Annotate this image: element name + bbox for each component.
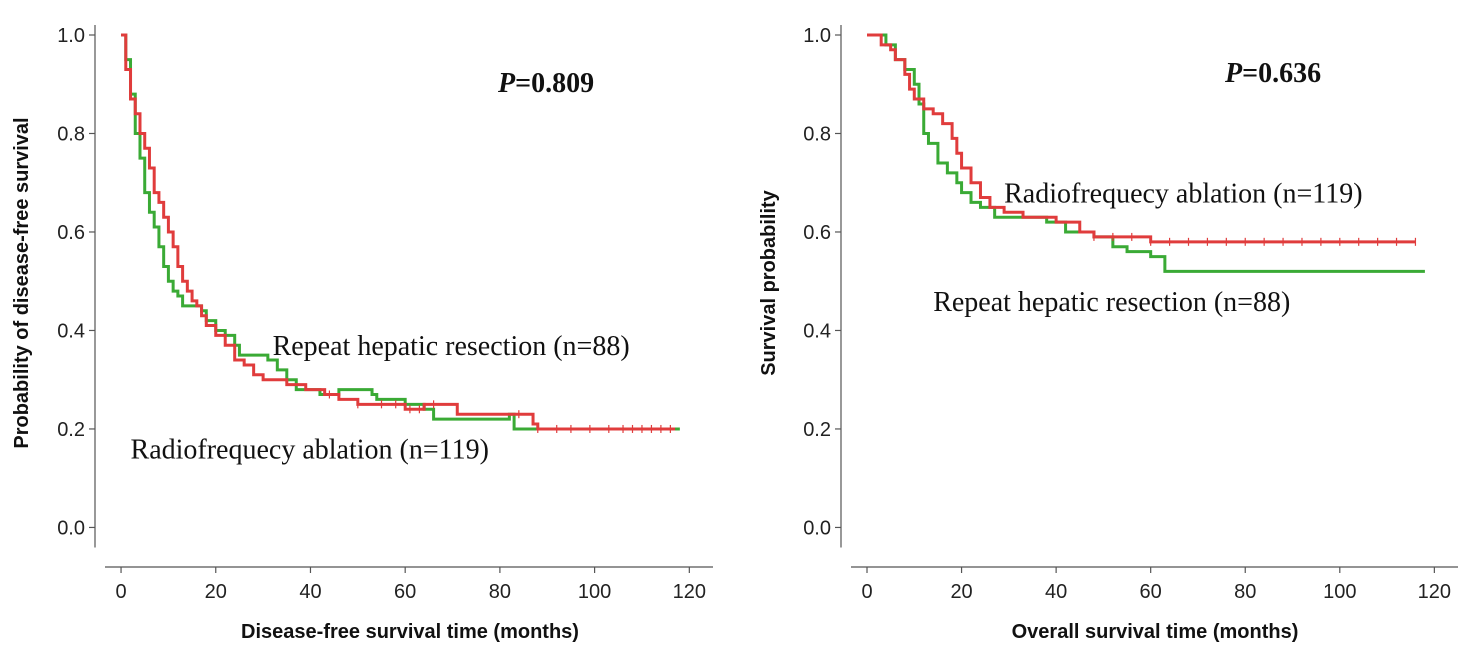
os-y-tick-label: 0.2 — [803, 419, 831, 441]
os-y-axis-title: Survival probability — [758, 189, 780, 375]
os-series-line-red — [867, 33, 1416, 244]
os-chart-panel: 0.0 0.2 0.4 0.6 0.8 1.0 0 20 40 60 80 100 120 P=0.6… — [758, 25, 1458, 643]
os-x-axis: 0 20 40 60 80 100 120 — [851, 566, 1458, 603]
os-p-value: P=0.636 — [1224, 58, 1321, 89]
dfs-x-axis-title: Disease-free survival time (months) — [241, 621, 579, 643]
dfs-y-axis-title: Probability of disease-free survival — [11, 117, 33, 448]
dfs-y-tick-label: 1.0 — [57, 25, 85, 47]
os-x-tick-label: 80 — [1234, 581, 1256, 603]
os-annotation-resection: Repeat hepatic resection (n=88) — [933, 287, 1290, 318]
os-y-axis: 0.0 0.2 0.4 0.6 0.8 1.0 — [803, 25, 842, 548]
os-annotation-rfa: Radiofrequecy ablation (n=119) — [1004, 178, 1362, 209]
os-y-tick-label: 0.8 — [803, 123, 831, 145]
os-x-tick-label: 0 — [861, 581, 872, 603]
dfs-y-tick-label: 0.4 — [57, 320, 85, 342]
dfs-x-tick-label: 60 — [394, 581, 416, 603]
dfs-annotation-rfa: Radiofrequecy ablation (n=119) — [131, 435, 489, 466]
os-series-layer — [867, 33, 1425, 273]
dfs-y-tick-label: 0.8 — [57, 123, 85, 145]
os-x-tick-label: 20 — [950, 581, 972, 603]
os-x-tick-label: 100 — [1323, 581, 1356, 603]
dfs-x-tick-label: 100 — [578, 581, 611, 603]
os-y-tick-label: 1.0 — [803, 25, 831, 47]
dfs-y-tick-label: 0.2 — [57, 419, 85, 441]
dfs-p-value: P=0.809 — [497, 68, 594, 99]
dfs-y-tick-label: 0.0 — [57, 517, 85, 539]
os-x-tick-label: 40 — [1045, 581, 1067, 603]
os-x-tick-label: 120 — [1418, 581, 1451, 603]
dfs-y-axis: 0.0 0.2 0.4 0.6 0.8 1.0 — [57, 25, 96, 548]
os-x-axis-title: Overall survival time (months) — [1012, 621, 1299, 643]
dfs-x-tick-label: 0 — [115, 581, 126, 603]
dfs-y-tick-label: 0.6 — [57, 222, 85, 244]
dfs-series-line-red — [121, 33, 676, 431]
dfs-x-tick-label: 120 — [673, 581, 706, 603]
os-y-tick-label: 0.6 — [803, 222, 831, 244]
dfs-x-tick-label: 40 — [299, 581, 321, 603]
dfs-series-line-green — [121, 33, 680, 431]
dfs-x-tick-label: 80 — [489, 581, 511, 603]
os-y-tick-label: 0.0 — [803, 517, 831, 539]
dfs-x-axis: 0 20 40 60 80 100 120 — [105, 566, 713, 603]
os-y-tick-label: 0.4 — [803, 320, 831, 342]
dfs-x-tick-label: 20 — [205, 581, 227, 603]
os-x-tick-label: 60 — [1140, 581, 1162, 603]
dfs-series-layer — [121, 33, 680, 433]
dfs-annotation-resection: Repeat hepatic resection (n=88) — [273, 331, 630, 362]
os-series-line-green — [867, 33, 1425, 273]
dfs-chart-panel: 0.0 0.2 0.4 0.6 0.8 1.0 0 20 40 60 80 100 120 P=0.8… — [11, 25, 713, 643]
